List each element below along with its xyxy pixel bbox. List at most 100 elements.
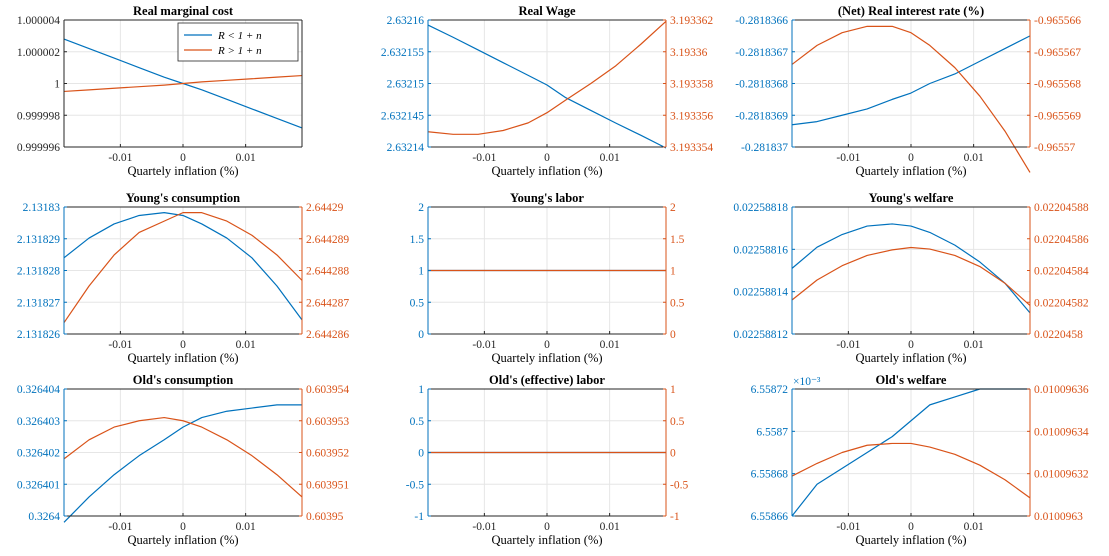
y-exponent-label: ×10⁻³: [793, 376, 821, 388]
x-axis-label: Quartely inflation (%): [491, 164, 602, 178]
x-axis-label: Quartely inflation (%): [855, 351, 966, 365]
y-tick-label-left: 0.02258812: [733, 329, 788, 341]
series-line: [791, 25, 1031, 173]
y-tick-label-right: 1.5: [670, 234, 685, 246]
x-tick-label: 0: [544, 339, 550, 351]
y-tick-label-right: -0.96557: [1034, 142, 1075, 154]
y-tick-label-right: 2.644287: [306, 297, 349, 309]
y-tick-label-left: 1.000002: [17, 47, 60, 59]
y-tick-label-right: -0.965568: [1034, 79, 1081, 91]
y-tick-label-right: 0.02204584: [1034, 266, 1089, 278]
y-tick-label-left: 0.326401: [17, 479, 60, 491]
y-tick-label-right: 3.193362: [670, 15, 713, 27]
x-tick-label: -0.01: [472, 521, 496, 533]
x-tick-label: 0.01: [236, 152, 256, 164]
y-tick-label-left: 0.999996: [17, 142, 60, 154]
y-tick-label-left: 0.999998: [17, 110, 60, 122]
y-tick-label-left: -0.2818367: [735, 47, 788, 59]
x-tick-label: 0: [908, 339, 914, 351]
y-tick-label-right: 3.193358: [670, 79, 713, 91]
series-line: [791, 35, 1031, 126]
chart-panel: 2.13183 2.131829 2.131828 2.131827 2.131826 2…: [17, 191, 350, 365]
chart-panel: 0.02258818 0.02258816 0.02258814 0.02258812…: [733, 191, 1089, 365]
y-tick-label-right: -1: [670, 511, 680, 523]
y-tick-label-right: 1: [670, 384, 676, 396]
y-tick-label-left: 2.63215: [387, 79, 425, 91]
y-tick-label-right: 0.5: [670, 297, 685, 309]
x-tick-label: 0: [908, 152, 914, 164]
y-tick-label-right: 0: [670, 329, 676, 341]
y-tick-label-left: 0: [418, 448, 424, 460]
y-tick-label-left: 0.326404: [17, 384, 60, 396]
x-tick-label: 0.01: [236, 521, 256, 533]
y-tick-label-left: 0.02258814: [733, 287, 788, 299]
y-tick-label-left: 2.63216: [387, 15, 425, 27]
y-tick-label-left: 1.5: [410, 234, 425, 246]
y-tick-label-left: 2.632145: [381, 110, 424, 122]
y-tick-label-right: 0.01009634: [1034, 426, 1089, 438]
y-tick-label-left: 2.131829: [17, 234, 60, 246]
y-tick-label-left: 0.02258818: [733, 202, 788, 214]
chart-panel: 0.326404 0.326403 0.326402 0.326401 0.3264 0.…: [17, 373, 350, 547]
y-tick-label-left: -1: [414, 511, 424, 523]
y-tick-label-right: 1: [670, 266, 676, 278]
y-tick-label-right: 3.193354: [670, 142, 713, 154]
chart-title: Old's consumption: [133, 373, 233, 387]
y-tick-label-left: 0.3264: [28, 511, 60, 523]
y-tick-label-left: 6.55872: [751, 384, 789, 396]
y-tick-label-right: 2: [670, 202, 676, 214]
y-tick-label-left: 2.63214: [387, 142, 425, 154]
x-tick-label: 0: [180, 339, 186, 351]
x-tick-label: 0: [180, 521, 186, 533]
series-line: [63, 404, 302, 523]
x-tick-label: 0.01: [236, 339, 256, 351]
chart-title: Young's welfare: [869, 191, 954, 205]
x-tick-label: -0.01: [472, 152, 496, 164]
y-tick-label-right: 3.193356: [670, 110, 713, 122]
y-tick-label-left: 0.326403: [17, 416, 60, 428]
y-tick-label-left: 6.55868: [751, 469, 789, 481]
legend-label: R > 1 + n: [217, 45, 262, 57]
x-axis-label: Quartely inflation (%): [127, 351, 238, 365]
x-tick-label: -0.01: [836, 521, 860, 533]
y-tick-label-left: 0.326402: [17, 448, 60, 460]
y-tick-label-left: 1.000004: [17, 15, 60, 27]
y-tick-label-left: 1: [418, 266, 424, 278]
y-tick-label-right: 2.64429: [306, 202, 344, 214]
y-tick-label-right: 2.644288: [306, 266, 349, 278]
y-tick-label-right: 2.644289: [306, 234, 349, 246]
x-axis-label: Quartely inflation (%): [127, 533, 238, 547]
x-tick-label: 0: [544, 521, 550, 533]
y-tick-label-right: 0.02204588: [1034, 202, 1089, 214]
y-tick-label-left: 0.5: [410, 297, 425, 309]
y-tick-label-right: 0.60395: [306, 511, 344, 523]
x-tick-label: 0: [908, 521, 914, 533]
y-tick-label-left: -0.281837: [741, 142, 788, 154]
series-line: [63, 416, 303, 498]
y-tick-label-left: 6.55866: [751, 511, 789, 523]
x-axis-label: Quartely inflation (%): [855, 164, 966, 178]
x-tick-label: 0: [544, 152, 550, 164]
legend-label: R < 1 + n: [217, 30, 262, 42]
chart-title: Old's (effective) labor: [489, 373, 605, 387]
chart-panel: 2.63216 2.632155 2.63215 2.632145 2.63214 3.1…: [381, 4, 714, 178]
chart-panel: 1 0.5 0 -0.5 -1 1 0.5 0 -0.5 -1 -0.01 0 0.01 Old's (e…: [406, 373, 689, 547]
y-tick-label-right: 3.19336: [670, 47, 708, 59]
y-tick-label-right: 0.01009632: [1034, 469, 1089, 481]
chart-title: Young's consumption: [126, 191, 240, 205]
x-tick-label: 0.01: [600, 339, 620, 351]
y-tick-label-left: -0.2818369: [735, 110, 788, 122]
series-line: [63, 74, 303, 93]
y-tick-label-right: 0.02204582: [1034, 297, 1089, 309]
chart-panel: 1.000004 1.000002 1 0.999998 0.999996 -0.01 0 0…: [17, 4, 303, 178]
series-line: [791, 246, 1031, 306]
y-tick-label-right: 0: [670, 448, 676, 460]
y-tick-label-right: 0.02204586: [1034, 234, 1089, 246]
y-tick-label-right: 0.0220458: [1034, 329, 1083, 341]
x-tick-label: -0.01: [108, 521, 132, 533]
x-tick-label: 0.01: [600, 521, 620, 533]
y-tick-label-right: -0.5: [670, 479, 688, 491]
y-tick-label-right: 0.603953: [306, 416, 349, 428]
y-tick-label-left: 2.131826: [17, 329, 60, 341]
legend: R < 1 + n R > 1 + n: [177, 22, 299, 62]
